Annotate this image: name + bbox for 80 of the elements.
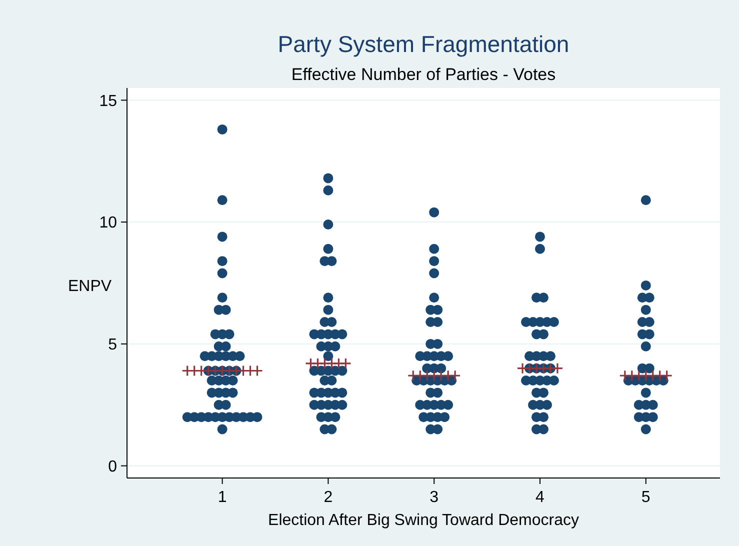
point: [429, 207, 440, 218]
point: [234, 351, 245, 362]
point: [640, 388, 651, 398]
point: [538, 424, 548, 434]
point: [217, 256, 228, 266]
point: [220, 400, 231, 410]
point: [326, 376, 337, 386]
point: [443, 351, 454, 362]
point: [224, 329, 234, 340]
point: [323, 185, 334, 196]
x-tick-label: 4: [536, 489, 545, 506]
point: [337, 400, 348, 410]
point: [217, 424, 228, 434]
point: [217, 124, 228, 134]
point: [640, 195, 651, 206]
point: [432, 317, 443, 327]
point: [228, 376, 238, 386]
y-axis-title: ENPV: [68, 278, 112, 295]
point: [323, 173, 334, 184]
y-tick-label: 15: [99, 92, 118, 110]
point: [252, 412, 262, 422]
point: [217, 268, 228, 278]
x-tick-label: 3: [430, 489, 439, 506]
point: [534, 244, 545, 254]
y-tick-label: 0: [108, 458, 118, 476]
point: [545, 351, 556, 362]
point: [429, 244, 440, 254]
point: [429, 268, 440, 278]
point: [217, 195, 228, 206]
point: [432, 304, 443, 315]
point: [429, 256, 440, 266]
point: [326, 256, 337, 266]
point: [323, 220, 334, 230]
point: [644, 317, 654, 327]
point: [220, 341, 231, 352]
point: [326, 317, 337, 327]
point: [340, 358, 352, 370]
x-axis-title: Election After Big Swing Toward Democracy: [268, 512, 579, 529]
point: [640, 280, 651, 290]
point: [542, 400, 552, 410]
point: [640, 304, 651, 315]
point: [217, 232, 228, 242]
point: [330, 412, 340, 422]
point: [323, 292, 334, 303]
point: [640, 341, 651, 352]
point: [552, 362, 564, 374]
point: [337, 366, 348, 376]
y-tick-label: 5: [108, 336, 118, 354]
chart-title: Party System Fragmentation: [278, 31, 570, 57]
point: [323, 244, 334, 254]
point: [640, 424, 651, 434]
point: [661, 370, 673, 382]
point: [323, 304, 334, 315]
point: [644, 363, 654, 374]
point: [443, 400, 454, 410]
point: [534, 232, 545, 242]
point: [337, 329, 348, 340]
point: [228, 388, 238, 398]
point: [440, 412, 450, 422]
point: [337, 388, 348, 398]
x-tick-label: 2: [324, 489, 333, 506]
point: [644, 292, 654, 303]
x-tick-label: 1: [218, 489, 227, 506]
point: [323, 351, 334, 362]
point: [220, 304, 231, 315]
point: [648, 400, 658, 410]
point: [432, 388, 443, 398]
point: [330, 341, 340, 352]
point: [436, 363, 446, 374]
point: [326, 424, 337, 434]
point: [644, 329, 654, 340]
y-tick-label: 10: [99, 214, 118, 232]
point: [429, 292, 440, 303]
point: [432, 338, 443, 349]
chart-subtitle: Effective Number of Parties - Votes: [291, 65, 556, 84]
x-tick-label: 5: [641, 489, 650, 506]
point: [449, 370, 461, 382]
point: [432, 424, 443, 434]
point: [648, 412, 658, 422]
point: [217, 292, 228, 303]
